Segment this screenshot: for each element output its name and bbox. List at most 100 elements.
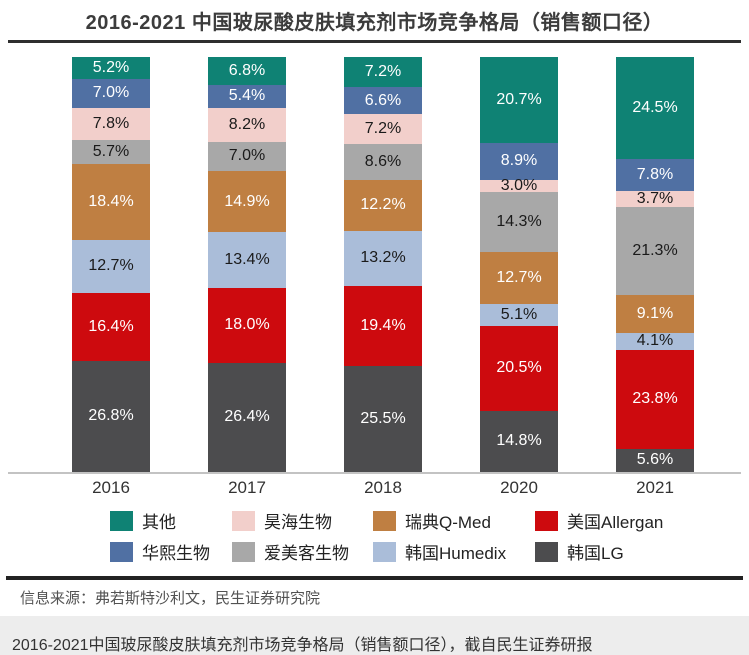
segment-value-label: 5.4% xyxy=(228,87,266,105)
segment-value-label: 5.2% xyxy=(92,58,130,76)
segment-其他-2018: 7.2% xyxy=(344,57,422,87)
segment-value-label: 8.2% xyxy=(228,115,266,133)
segment-value-label: 21.3% xyxy=(632,241,678,259)
segment-value-label: 7.2% xyxy=(364,120,402,138)
segment-value-label: 20.7% xyxy=(496,90,542,108)
segment-爱美客生物-2020: 14.3% xyxy=(480,192,558,252)
segment-瑞典Q-Med-2018: 12.2% xyxy=(344,180,422,231)
bottom-divider xyxy=(6,576,743,580)
segment-昊海生物-2018: 7.2% xyxy=(344,114,422,145)
chart-title: 2016-2021 中国玻尿酸皮肤填充剂市场竞争格局（销售额口径） xyxy=(85,12,664,34)
segment-韩国Humedix-2017: 13.4% xyxy=(208,232,286,288)
segment-瑞典Q-Med-2017: 14.9% xyxy=(208,170,286,233)
chart-header: 2016-2021 中国玻尿酸皮肤填充剂市场竞争格局（销售额口径） xyxy=(0,0,749,43)
segment-韩国LG-2016: 26.8% xyxy=(72,360,150,473)
legend-item-爱美客生物: 爱美客生物 xyxy=(232,539,373,564)
segment-韩国Humedix-2020: 5.1% xyxy=(480,304,558,326)
segment-美国Allergan-2021: 23.8% xyxy=(616,349,694,449)
legend-swatch-韩国Humedix xyxy=(373,541,396,562)
stacked-bar-2020: 20.7% 8.9% 3.0% 14.3% 12.7% 5.1% 20.5% 14.8% xyxy=(480,57,558,473)
segment-value-label: 14.3% xyxy=(496,212,542,230)
segment-value-label: 12.7% xyxy=(88,257,134,275)
segment-value-label: 26.8% xyxy=(88,407,134,425)
segment-value-label: 19.4% xyxy=(360,316,406,334)
segment-value-label: 12.2% xyxy=(360,196,406,214)
segment-value-label: 5.7% xyxy=(92,142,130,160)
stacked-bar-2018: 7.2% 6.6% 7.2% 8.6% 12.2% 13.2% 19.4% 25.5% xyxy=(344,57,422,473)
segment-瑞典Q-Med-2021: 9.1% xyxy=(616,295,694,333)
segment-韩国Humedix-2016: 12.7% xyxy=(72,240,150,293)
segment-瑞典Q-Med-2020: 12.7% xyxy=(480,251,558,305)
segment-华熙生物-2017: 5.4% xyxy=(208,85,286,108)
segment-其他-2021: 24.5% xyxy=(616,57,694,159)
segment-value-label: 7.2% xyxy=(364,62,402,80)
segment-value-label: 7.0% xyxy=(228,147,266,165)
segment-美国Allergan-2016: 16.4% xyxy=(72,292,150,361)
legend-swatch-华熙生物 xyxy=(110,541,133,562)
x-axis-label-2017: 2017 xyxy=(228,478,266,498)
segment-华熙生物-2016: 7.0% xyxy=(72,78,150,108)
legend: 其他 昊海生物 瑞典Q-Med 美国Allergan 华熙生物 爱美客生物 韩国Humedi… xyxy=(0,508,749,564)
segment-value-label: 16.4% xyxy=(88,317,134,335)
segment-爱美客生物-2021: 21.3% xyxy=(616,206,694,296)
caption-bar: 2016-2021中国玻尿酸皮肤填充剂市场竞争格局（销售额口径），截自民生证券研… xyxy=(0,616,749,655)
legend-item-昊海生物: 昊海生物 xyxy=(232,508,373,533)
caption-text: 2016-2021中国玻尿酸皮肤填充剂市场竞争格局（销售额口径），截自民生证券研… xyxy=(12,637,593,654)
segment-value-label: 3.7% xyxy=(636,189,674,207)
segment-value-label: 12.7% xyxy=(496,269,542,287)
segment-value-label: 14.8% xyxy=(496,432,542,450)
segment-瑞典Q-Med-2016: 18.4% xyxy=(72,163,150,241)
segment-韩国Humedix-2018: 13.2% xyxy=(344,230,422,286)
segment-昊海生物-2017: 8.2% xyxy=(208,107,286,142)
segment-value-label: 20.5% xyxy=(496,359,542,377)
segment-value-label: 4.1% xyxy=(636,332,674,350)
segment-韩国LG-2020: 14.8% xyxy=(480,410,558,473)
legend-swatch-爱美客生物 xyxy=(232,541,255,562)
segment-value-label: 8.9% xyxy=(500,152,538,170)
segment-value-label: 8.6% xyxy=(364,153,402,171)
segment-韩国LG-2018: 25.5% xyxy=(344,366,422,473)
segment-value-label: 5.6% xyxy=(636,451,674,469)
segment-value-label: 18.0% xyxy=(224,316,270,334)
x-axis-labels: 2016 2017 2018 2020 2021 xyxy=(0,474,749,498)
segment-韩国Humedix-2021: 4.1% xyxy=(616,332,694,350)
segment-value-label: 6.8% xyxy=(228,62,266,80)
segment-value-label: 26.4% xyxy=(224,408,270,426)
legend-swatch-韩国LG xyxy=(535,541,558,562)
segment-value-label: 14.9% xyxy=(224,192,270,210)
segment-value-label: 6.6% xyxy=(364,91,402,109)
segment-爱美客生物-2017: 7.0% xyxy=(208,141,286,171)
segment-value-label: 25.5% xyxy=(360,410,406,428)
segment-美国Allergan-2017: 18.0% xyxy=(208,287,286,363)
segment-value-label: 5.1% xyxy=(500,305,538,323)
legend-label: 爱美客生物 xyxy=(264,544,349,564)
segment-value-label: 7.8% xyxy=(636,166,674,183)
segment-value-label: 24.5% xyxy=(632,98,678,116)
source-line: 信息来源：弗若斯特沙利文，民生证券研究院 xyxy=(20,590,321,607)
legend-swatch-瑞典Q-Med xyxy=(373,510,396,531)
segment-韩国LG-2021: 5.6% xyxy=(616,448,694,473)
legend-swatch-其他 xyxy=(110,510,133,531)
segment-华熙生物-2020: 8.9% xyxy=(480,142,558,180)
segment-value-label: 18.4% xyxy=(88,192,134,210)
x-axis-label-2018: 2018 xyxy=(364,478,402,498)
segment-韩国LG-2017: 26.4% xyxy=(208,362,286,473)
stacked-bar-2017: 6.8% 5.4% 8.2% 7.0% 14.9% 13.4% 18.0% 26.4% xyxy=(208,57,286,473)
segment-爱美客生物-2016: 5.7% xyxy=(72,140,150,164)
legend-item-瑞典Q-Med: 瑞典Q-Med xyxy=(373,508,535,533)
segment-昊海生物-2021: 3.7% xyxy=(616,189,694,207)
legend-label: 美国Allergan xyxy=(567,513,664,533)
segment-value-label: 23.8% xyxy=(632,390,678,408)
legend-label: 韩国Humedix xyxy=(405,544,507,564)
x-axis-label-2016: 2016 xyxy=(92,478,130,498)
segment-value-label: 13.4% xyxy=(224,251,270,269)
legend-swatch-美国Allergan xyxy=(535,510,558,531)
segment-美国Allergan-2018: 19.4% xyxy=(344,285,422,367)
segment-昊海生物-2020: 3.0% xyxy=(480,178,558,194)
legend-label: 昊海生物 xyxy=(264,513,332,533)
segment-美国Allergan-2020: 20.5% xyxy=(480,325,558,411)
title-underline xyxy=(8,40,741,43)
segment-昊海生物-2016: 7.8% xyxy=(72,107,150,141)
legend-item-华熙生物: 华熙生物 xyxy=(110,539,232,564)
